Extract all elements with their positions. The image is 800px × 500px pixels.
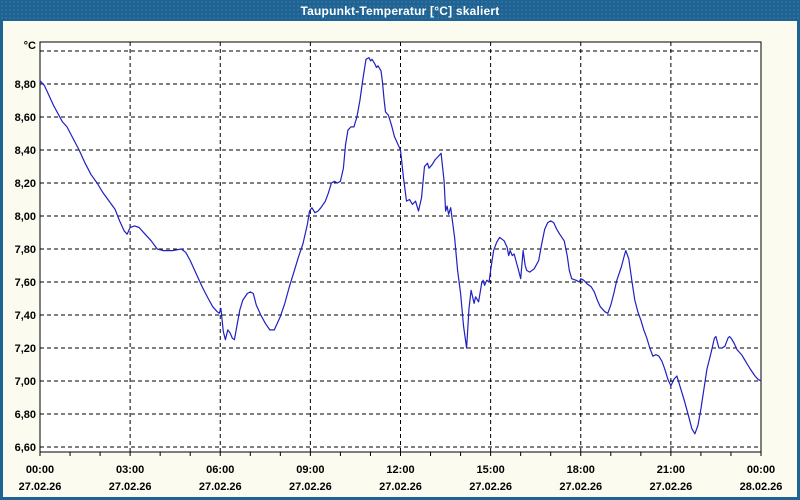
x-tick-date-label: 27.02.26 [109,481,152,493]
temperature-series-line [39,56,762,435]
window-titlebar: Taupunkt-Temperatur [°C] skaliert [0,0,800,21]
y-axis-unit-label: °C [24,40,36,52]
x-tick-time-label: 00:00 [747,464,775,476]
y-tick-label: 6,80 [15,409,36,421]
x-tick-date-label: 27.02.26 [199,481,242,493]
x-tick-date-label: 27.02.26 [379,481,422,493]
y-tick-label: 8,00 [15,211,36,223]
x-tick-date-label: 27.02.26 [559,481,602,493]
x-tick-time-label: 06:00 [206,464,234,476]
y-tick-label: 7,60 [15,277,36,289]
y-tick-label: 6,60 [15,442,36,454]
x-tick-time-label: 00:00 [26,464,54,476]
x-tick-time-label: 03:00 [116,464,144,476]
x-tick-date-label: 27.02.26 [469,481,512,493]
x-tick-time-label: 12:00 [386,464,414,476]
x-tick-time-label: 18:00 [567,464,595,476]
x-tick-date-label: 27.02.26 [19,481,62,493]
y-tick-label: 7,20 [15,343,36,355]
y-tick-label: 8,60 [15,112,36,124]
y-tick-label: 8,40 [15,145,36,157]
y-tick-label: 7,40 [15,310,36,322]
x-tick-time-label: 21:00 [657,464,685,476]
y-tick-label: 7,80 [15,244,36,256]
y-tick-label: 8,80 [15,79,36,91]
y-tick-label: 8,20 [15,178,36,190]
x-tick-time-label: 09:00 [296,464,324,476]
window-title: Taupunkt-Temperatur [°C] skaliert [300,3,500,18]
y-tick-label: 7,00 [15,376,36,388]
x-tick-date-label: 27.02.26 [649,481,692,493]
x-tick-time-label: 15:00 [477,464,505,476]
x-tick-date-label: 27.02.26 [289,481,332,493]
x-tick-date-label: 28.02.26 [740,481,783,493]
